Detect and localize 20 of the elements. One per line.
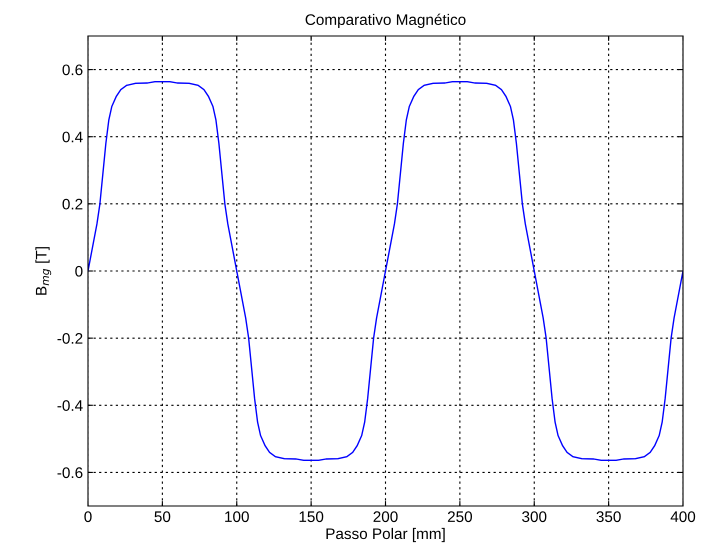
x-tick-label: 0 [84, 511, 92, 522]
y-tick-label: 0.4 [62, 132, 83, 142]
y-tick-label: -0.2 [57, 333, 82, 344]
y-tick-label: -0.4 [57, 400, 83, 411]
y-axis-title: B$_{mg}$ [T] [35, 247, 52, 295]
y-tick-label: 0 [75, 266, 83, 277]
y-tick-label: 0.6 [62, 64, 82, 76]
x-tick-label: 100 [225, 511, 249, 522]
x-tick-label: 150 [300, 511, 324, 522]
x-tick-label: 350 [596, 511, 621, 522]
line-series [88, 80, 683, 462]
y-tick-label: -0.6 [57, 467, 82, 478]
y-tick-label: 0.2 [62, 198, 82, 210]
x-tick-label: 300 [522, 511, 546, 522]
x-tick-label: 250 [448, 511, 472, 522]
x-tick-label: 200 [374, 511, 398, 522]
x-axis-title: Passo Polar [mm] [326, 528, 445, 542]
x-tick-label: 50 [154, 511, 170, 522]
x-tick-label: 400 [670, 511, 696, 522]
chart-title: Comparativo Magnético [306, 14, 466, 28]
